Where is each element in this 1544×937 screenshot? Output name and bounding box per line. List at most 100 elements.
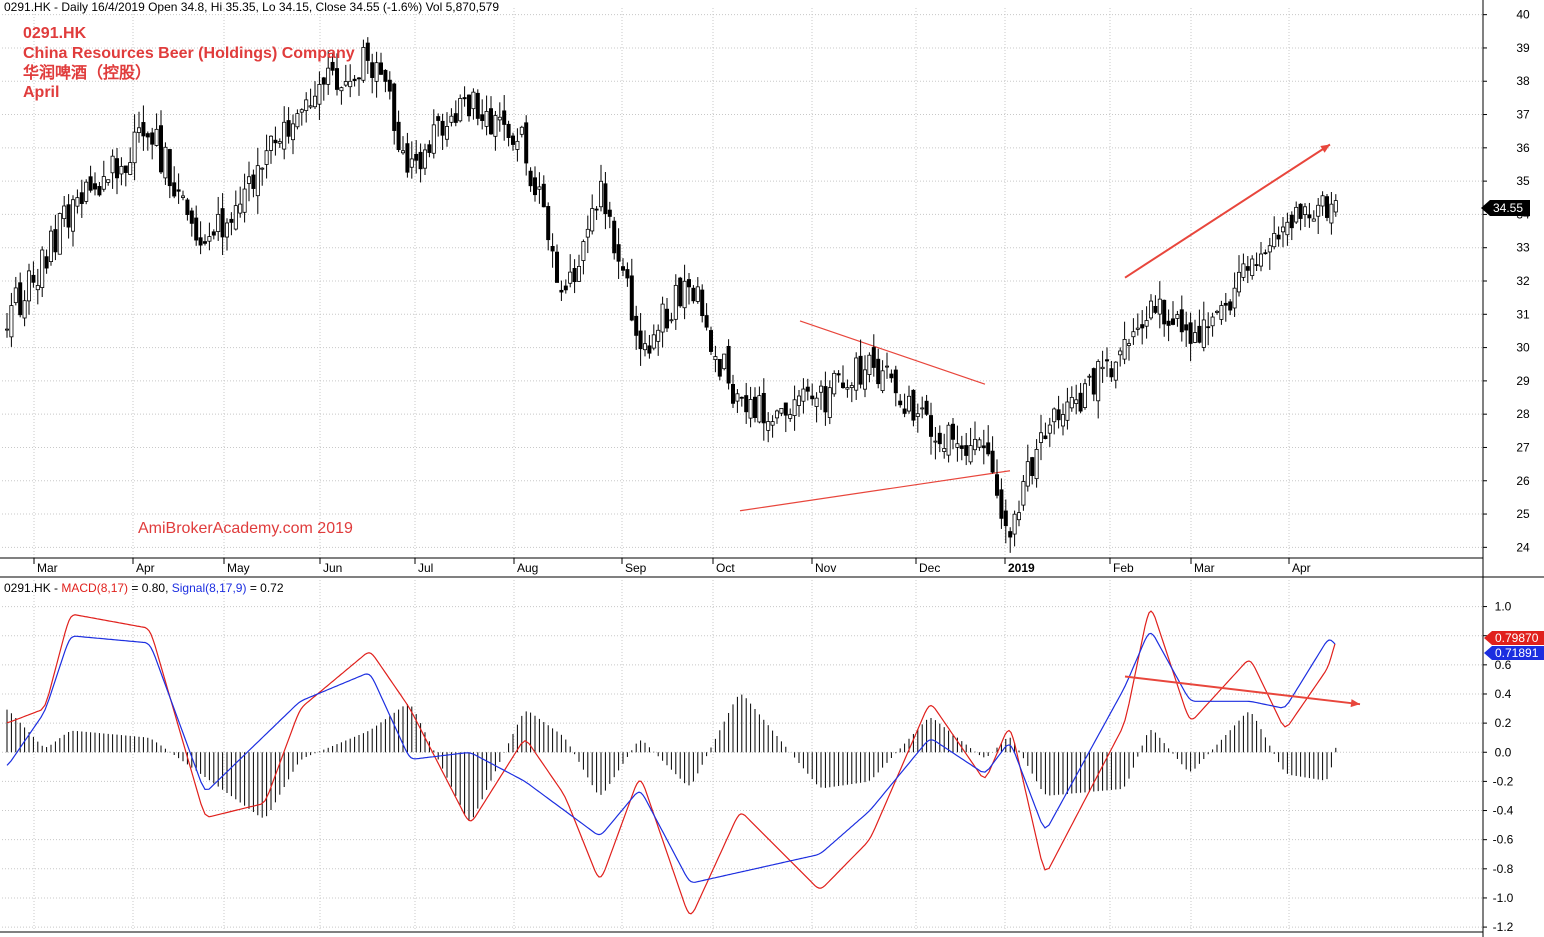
candle-body: [277, 141, 282, 144]
candle-body: [189, 210, 194, 224]
candle-body: [524, 122, 529, 164]
candle-body: [510, 135, 515, 145]
candle-body: [88, 176, 93, 191]
candle-body: [555, 251, 560, 283]
candle-body: [757, 395, 762, 423]
candle-body: [1039, 432, 1044, 443]
candle-body: [1285, 221, 1290, 236]
candle-body: [946, 424, 951, 456]
month-label: 2019: [1008, 561, 1035, 575]
candle-body: [1237, 271, 1242, 293]
candle-body: [713, 356, 718, 361]
signal-line: [6, 632, 1336, 883]
candle-body: [643, 343, 648, 351]
candle-body: [1294, 206, 1299, 223]
price-tick-label: 29: [1516, 374, 1530, 388]
candle-body: [651, 334, 656, 349]
candle-body: [660, 303, 665, 333]
candle-body: [1303, 206, 1308, 215]
candle-body: [224, 222, 229, 238]
candle-body: [1091, 368, 1096, 395]
candle-body: [563, 285, 568, 291]
candle-body: [805, 386, 810, 392]
candle-body: [1215, 310, 1220, 313]
candle-body: [669, 319, 674, 322]
month-label: Nov: [815, 561, 836, 575]
candle-body: [1210, 316, 1215, 327]
price-tick-label: 38: [1516, 74, 1530, 88]
candle-body: [955, 443, 960, 448]
candle-body: [744, 395, 749, 413]
candle-body: [722, 353, 727, 370]
candle-body: [387, 79, 392, 92]
candle-body: [211, 231, 216, 236]
price-y-axis: 2425262728293031323334353637383940: [1483, 8, 1530, 554]
candle-body: [929, 415, 934, 437]
candle-body: [462, 97, 467, 100]
candle-body: [854, 357, 859, 391]
macd-trendline-line: [1124, 675, 1361, 706]
candle-body: [361, 47, 366, 81]
candle-body: [365, 42, 370, 61]
candle-body: [356, 77, 361, 80]
macd-header-macd-label: MACD(8,17): [61, 581, 128, 595]
candle-body: [295, 113, 300, 128]
candle-body: [841, 382, 846, 389]
candle-body: [863, 369, 868, 390]
title-chinese-name: 华润啤酒（控股）: [23, 63, 151, 82]
candle-body: [519, 126, 524, 135]
candle-body: [871, 347, 876, 368]
candle-body: [383, 69, 388, 82]
candle-body: [819, 385, 824, 393]
price-trendline: [799, 320, 986, 385]
candle-body: [528, 170, 533, 187]
candle-body: [942, 448, 947, 452]
candle-body: [977, 439, 982, 448]
candle-body: [1061, 414, 1066, 427]
price-tick-label: 25: [1516, 507, 1530, 521]
candle-body: [1140, 324, 1145, 329]
candle-body: [858, 355, 863, 385]
candle-body: [1228, 301, 1233, 311]
candle-body: [1003, 510, 1008, 527]
macd-pane: -1.2-1.0-0.8-0.6-0.4-0.20.00.20.40.60.81…: [2, 580, 1514, 934]
candle-body: [123, 165, 128, 173]
candle-body: [163, 146, 168, 179]
candle-body: [145, 133, 150, 138]
candle-body: [26, 270, 31, 302]
candle-body: [902, 408, 907, 414]
month-axis: Mar Apr May Jun Jul Aug Sep Oct Nov Dec 2019 Feb Mar…: [33, 558, 1311, 575]
candle-body: [533, 177, 538, 196]
candle-body: [700, 289, 705, 317]
candle-body: [827, 387, 832, 418]
candle-body: [1311, 218, 1316, 222]
candle-body: [1135, 327, 1140, 330]
candle-body: [194, 217, 199, 241]
candle-body: [515, 140, 520, 150]
candle-body: [22, 300, 27, 319]
candle-body: [792, 399, 797, 416]
candle-body: [1272, 233, 1277, 248]
candle-body: [845, 387, 850, 390]
candle-body: [1122, 338, 1127, 360]
candle-body: [216, 213, 221, 232]
candle-body: [1281, 226, 1286, 233]
candle-body: [1329, 203, 1334, 224]
candle-body: [1008, 531, 1013, 538]
candle-body: [616, 244, 621, 262]
candle-body: [1254, 264, 1259, 266]
candle-body: [748, 399, 753, 419]
candle-body: [1171, 318, 1176, 325]
candle-body: [739, 396, 744, 399]
candle-body: [607, 209, 612, 217]
candle-body: [238, 203, 243, 214]
candle-body: [1188, 322, 1193, 344]
candle-body: [1144, 320, 1149, 327]
candle-body: [687, 279, 692, 288]
title-ticker: 0291.HK: [23, 25, 87, 42]
candle-body: [832, 372, 837, 395]
macd-header-signal-value: = 0.72: [246, 581, 283, 595]
candle-body: [62, 205, 67, 220]
candle-body: [422, 149, 427, 169]
